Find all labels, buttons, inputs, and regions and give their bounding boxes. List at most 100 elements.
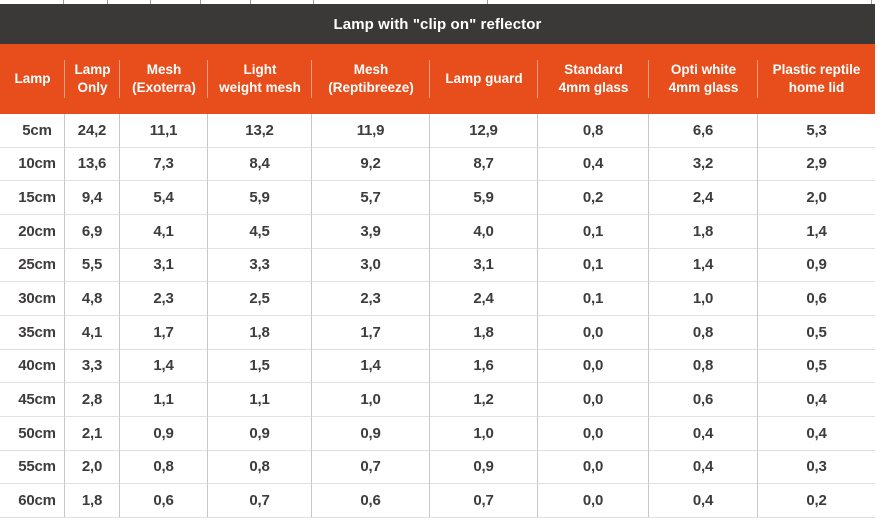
value-cell: 0,0 [538, 316, 649, 350]
value-cell: 0,6 [649, 383, 758, 417]
table-row: 15cm 9,4 5,4 5,9 5,7 5,9 0,2 2,4 2,0 [0, 181, 875, 215]
value-cell: 0,1 [538, 215, 649, 249]
value-cell: 1,2 [430, 383, 538, 417]
value-cell: 1,8 [649, 215, 758, 249]
value-cell: 2,0 [758, 181, 875, 215]
value-cell: 0,6 [758, 282, 875, 316]
row-label: 35cm [0, 316, 65, 350]
col-header-lamp-guard: Lamp guard [430, 44, 538, 114]
value-cell: 0,0 [538, 484, 649, 518]
value-cell: 0,0 [538, 349, 649, 384]
value-cell: 4,1 [65, 316, 120, 350]
row-label: 60cm [0, 484, 65, 518]
value-cell: 0,7 [208, 484, 312, 518]
value-cell: 0,2 [538, 181, 649, 215]
value-cell: 4,0 [430, 215, 538, 249]
value-cell: 12,9 [430, 114, 538, 148]
row-label: 20cm [0, 215, 65, 249]
col-header-mesh-reptibreeze: Mesh (Reptibreeze) [312, 44, 430, 114]
value-cell: 0,8 [208, 450, 312, 485]
col-header-lamp: Lamp [0, 44, 65, 114]
value-cell: 0,4 [649, 484, 758, 518]
value-cell: 1,4 [649, 248, 758, 283]
value-cell: 0,7 [312, 450, 430, 485]
value-cell: 9,4 [65, 181, 120, 215]
value-cell: 0,8 [120, 450, 208, 485]
col-header-lamp-only: Lamp Only [65, 44, 120, 114]
value-cell: 11,1 [120, 114, 208, 148]
value-cell: 2,3 [120, 282, 208, 316]
value-cell: 1,4 [120, 349, 208, 384]
value-cell: 13,2 [208, 114, 312, 148]
value-cell: 1,0 [430, 417, 538, 451]
value-cell: 0,4 [649, 450, 758, 485]
col-header-plastic-reptile-home-lid: Plastic reptile home lid [772, 61, 861, 95]
col-header-mesh-exoterra: Mesh (Exoterra) [120, 44, 208, 114]
value-cell: 13,6 [65, 147, 120, 182]
table-row: 10cm 13,6 7,3 8,4 9,2 8,7 0,4 3,2 2,9 [0, 147, 875, 182]
value-cell: 0,3 [758, 451, 875, 485]
value-cell: 1,8 [208, 316, 312, 350]
value-cell: 3,9 [312, 215, 430, 249]
value-cell: 0,4 [649, 417, 758, 451]
table-row: 35cm 4,1 1,7 1,8 1,7 1,8 0,0 0,8 0,5 [0, 316, 875, 350]
top-edge-tick [107, 0, 108, 4]
value-cell: 3,1 [430, 248, 538, 283]
value-cell: 4,1 [120, 215, 208, 249]
value-cell: 0,0 [538, 450, 649, 485]
value-cell: 0,8 [538, 114, 649, 148]
value-cell: 1,4 [758, 215, 875, 249]
value-cell: 2,0 [65, 450, 120, 485]
row-label: 25cm [0, 248, 65, 283]
table-row: 55cm 2,0 0,8 0,8 0,7 0,9 0,0 0,4 0,3 [0, 450, 875, 485]
value-cell: 5,4 [120, 181, 208, 215]
row-label: 45cm [0, 383, 65, 417]
value-cell: 0,8 [649, 316, 758, 350]
value-cell: 7,3 [120, 147, 208, 182]
value-cell: 5,5 [65, 248, 120, 283]
row-label: 5cm [0, 114, 65, 148]
table-row: 60cm 1,8 0,6 0,7 0,6 0,7 0,0 0,4 0,2 [0, 484, 875, 518]
value-cell: 0,5 [758, 350, 875, 384]
value-cell: 0,1 [538, 248, 649, 283]
value-cell: 0,2 [758, 484, 875, 518]
value-cell: 1,5 [208, 349, 312, 384]
row-label: 40cm [0, 349, 65, 384]
reflector-table: Lamp with "clip on" reflector Lamp Lamp … [0, 4, 875, 518]
row-label: 55cm [0, 450, 65, 485]
value-cell: 2,1 [65, 417, 120, 451]
row-label: 15cm [0, 181, 65, 215]
value-cell: 0,9 [312, 417, 430, 451]
value-cell: 0,4 [758, 417, 875, 451]
value-cell: 2,8 [65, 383, 120, 417]
value-cell: 4,5 [208, 215, 312, 249]
row-label: 50cm [0, 417, 65, 451]
value-cell: 8,7 [430, 147, 538, 182]
value-cell: 3,3 [65, 349, 120, 384]
top-edge-tick [487, 0, 488, 4]
value-cell: 1,8 [65, 484, 120, 518]
value-cell: 0,9 [758, 249, 875, 283]
value-cell: 5,9 [430, 181, 538, 215]
table-row: 40cm 3,3 1,4 1,5 1,4 1,6 0,0 0,8 0,5 [0, 349, 875, 384]
col-header-opti-white-4mm-glass: Opti white 4mm glass [649, 44, 758, 114]
value-cell: 1,7 [120, 316, 208, 350]
value-cell: 2,4 [649, 181, 758, 215]
value-cell: 0,6 [312, 484, 430, 518]
value-cell: 3,2 [649, 147, 758, 182]
value-cell: 4,8 [65, 282, 120, 316]
table-row: 45cm 2,8 1,1 1,1 1,0 1,2 0,0 0,6 0,4 [0, 383, 875, 417]
value-cell: 0,1 [538, 282, 649, 316]
top-edge-tick [313, 0, 314, 4]
value-cell: 0,4 [538, 147, 649, 182]
table-row: 20cm 6,9 4,1 4,5 3,9 4,0 0,1 1,8 1,4 [0, 215, 875, 249]
value-cell: 6,9 [65, 215, 120, 249]
table-header-row: Lamp Lamp Only Mesh (Exoterra) Light wei… [0, 44, 875, 114]
value-cell: 1,1 [208, 383, 312, 417]
table-title: Lamp with "clip on" reflector [333, 15, 542, 33]
top-edge-tick [871, 0, 872, 4]
top-edge-tick [200, 0, 201, 4]
value-cell: 6,6 [649, 114, 758, 148]
table-row: 5cm 24,2 11,1 13,2 11,9 12,9 0,8 6,6 5,3 [0, 114, 875, 148]
